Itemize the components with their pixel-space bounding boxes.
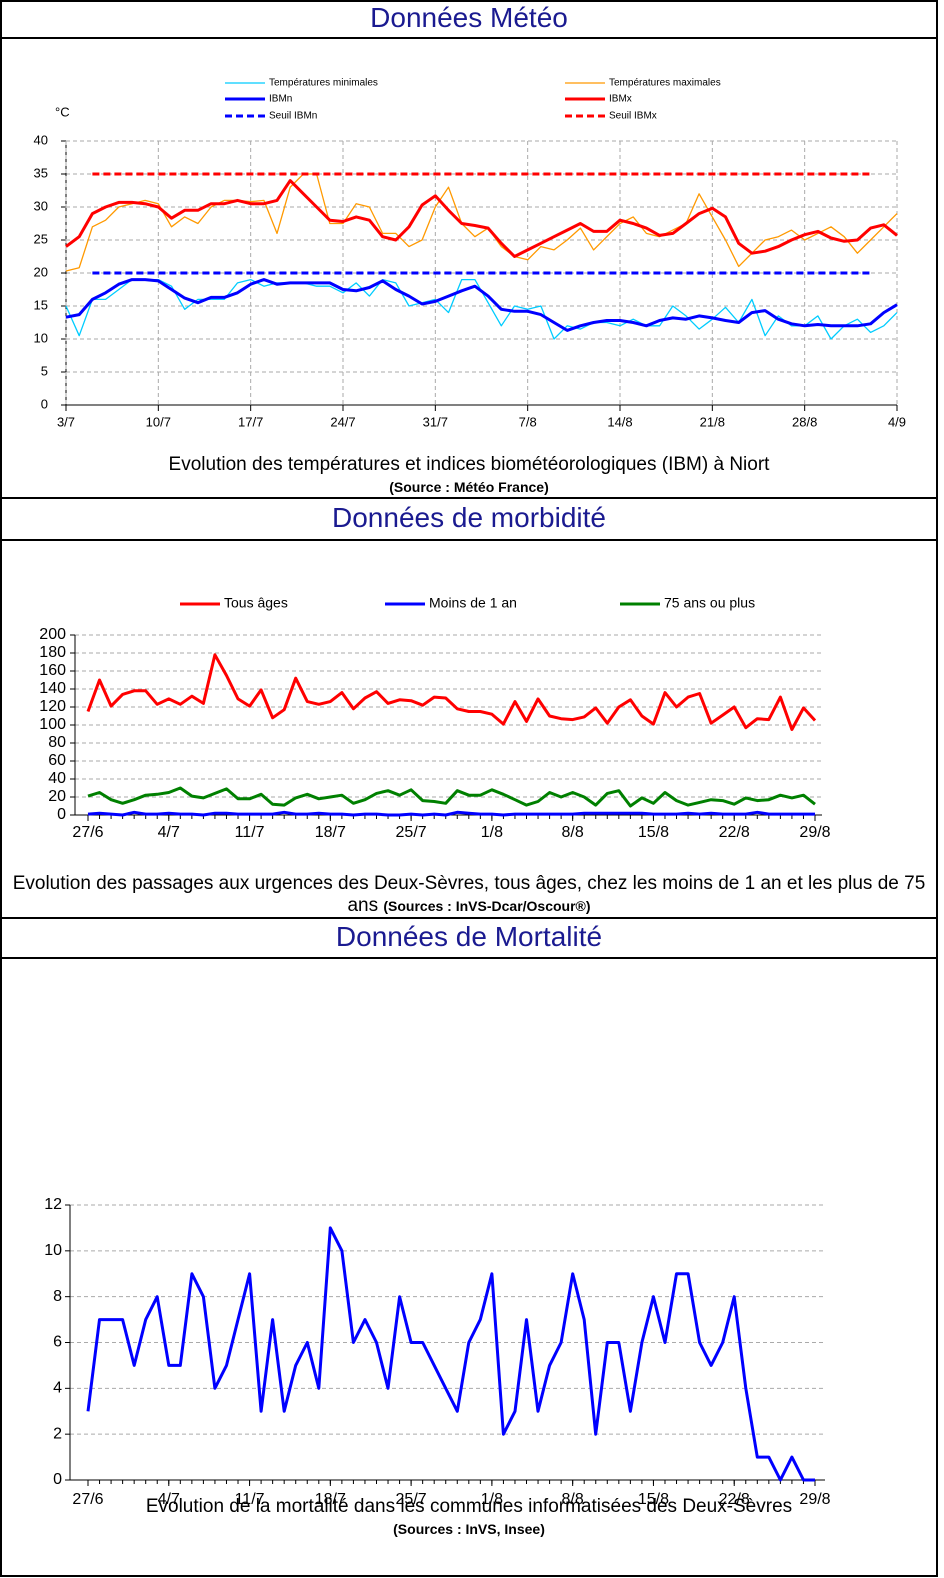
x-tick-label: 24/7 [330,414,355,429]
x-tick-label: 3/7 [57,414,75,429]
y-tick-label: 15 [34,297,48,312]
x-tick-label: 15/8 [638,824,669,841]
y-tick-label: 140 [39,680,66,697]
source: (Sources : InVS, Insee) [393,1521,545,1537]
y-tick-label: 20 [48,788,66,805]
source: (Sources : InVS-Dcar/Oscour®) [383,898,591,914]
y-tick-label: 100 [39,716,66,733]
y-tick-label: 120 [39,698,66,715]
x-tick-label: 22/8 [719,1491,750,1508]
x-tick-label: 4/9 [888,414,906,429]
y-tick-label: 35 [34,165,48,180]
x-tick-label: 10/7 [146,414,171,429]
x-tick-label: 17/7 [238,414,263,429]
x-tick-label: 18/7 [315,1491,346,1508]
x-tick-label: 4/7 [158,1491,180,1508]
caption-block: Evolution de la mortalité dans les commu… [0,1496,938,1540]
series-line [65,278,898,332]
x-tick-label: 11/7 [235,1491,265,1508]
x-tick-label: 8/8 [562,824,584,841]
caption: Evolution des passages aux urgences des … [12,873,926,916]
x-tick-label: 28/8 [792,414,817,429]
x-tick-label: 29/8 [799,824,830,841]
section-heading: Données Météo [370,2,568,33]
y-tick-label: 20 [34,264,48,279]
legend-label: Températures minimales [269,78,378,89]
y-tick-label: 25 [34,231,48,246]
x-tick-label: 31/7 [423,414,448,429]
legend-label: Températures maximales [609,78,721,89]
series-line [86,653,817,731]
x-tick-label: 11/7 [235,824,265,841]
y-axis-label: °C [55,104,70,119]
x-tick-label: 27/6 [72,824,103,841]
legend-label: Tous âges [224,595,288,611]
y-tick-label: 8 [53,1288,62,1305]
x-tick-label: 7/8 [519,414,537,429]
y-tick-label: 0 [57,806,66,823]
y-tick-label: 0 [53,1471,62,1488]
x-tick-label: 22/8 [719,824,750,841]
section-heading: Données de morbidité [332,502,606,533]
y-tick-label: 10 [34,330,48,345]
y-tick-label: 30 [34,198,48,213]
x-tick-label: 25/7 [396,1491,427,1508]
x-tick-label: 1/8 [481,824,503,841]
y-tick-label: 4 [53,1380,62,1397]
x-tick-label: 25/7 [396,824,427,841]
x-tick-label: 27/6 [72,1491,103,1508]
y-tick-label: 160 [39,662,66,679]
x-tick-label: 4/7 [158,824,180,841]
y-tick-label: 12 [44,1196,62,1213]
x-tick-label: 15/8 [638,1491,669,1508]
caption-block: Evolution des températures et indices bi… [0,454,938,498]
x-tick-label: 21/8 [700,414,725,429]
series-line [65,278,898,340]
legend-label: IBMx [609,94,632,105]
y-tick-label: 10 [44,1242,62,1259]
y-tick-label: 2 [53,1425,62,1442]
section-heading: Données de Mortalité [335,921,603,952]
x-tick-label: 29/8 [799,1491,830,1508]
x-tick-label: 1/8 [481,1491,503,1508]
series-line [65,173,898,272]
x-tick-label: 14/8 [607,414,632,429]
y-tick-label: 200 [39,626,66,643]
caption-block: Evolution des passages aux urgences des … [0,873,938,917]
legend-label: IBMn [269,94,292,105]
series-line [86,1226,815,1482]
x-tick-label: 18/7 [315,824,346,841]
y-tick-label: 40 [48,770,66,787]
caption: Evolution des températures et indices bi… [168,454,770,475]
series-line [87,810,815,817]
y-tick-label: 180 [39,644,66,661]
legend-label: 75 ans ou plus [664,595,755,611]
series-line [65,179,898,258]
y-tick-label: 5 [41,363,48,378]
source: (Source : Météo France) [389,479,549,495]
y-tick-label: 60 [48,752,66,769]
y-tick-label: 0 [41,396,48,411]
series-line [87,786,816,808]
legend-label: Seuil IBMn [269,111,317,122]
x-tick-label: 8/8 [562,1491,584,1508]
y-tick-label: 6 [53,1334,62,1351]
y-tick-label: 40 [34,132,48,147]
legend-label: Moins de 1 an [429,595,517,611]
y-tick-label: 80 [48,734,66,751]
legend-label: Seuil IBMx [609,111,657,122]
caption: Evolution de la mortalité dans les commu… [145,1496,793,1517]
